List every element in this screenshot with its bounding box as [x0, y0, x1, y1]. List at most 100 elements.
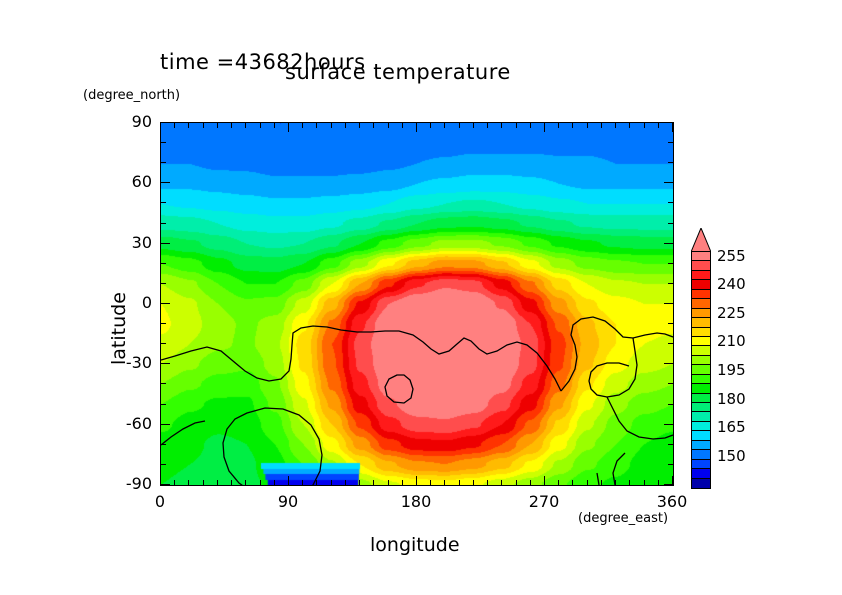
colorbar-tick-label: 180 — [717, 389, 746, 408]
temperature-heatmap — [161, 123, 673, 485]
colorbar-band — [692, 327, 710, 337]
x-tick — [344, 480, 346, 485]
x-tick — [558, 480, 560, 485]
x-tick — [529, 480, 531, 485]
x-tick-top — [444, 123, 446, 128]
x-tick-top — [330, 123, 332, 128]
colorbar-band — [692, 469, 710, 479]
temperature-field — [161, 123, 673, 485]
y-tick-right — [668, 443, 673, 445]
x-tick — [657, 480, 659, 485]
x-tick-top — [416, 123, 417, 132]
x-tick — [458, 480, 460, 485]
colorbar-band — [692, 384, 710, 394]
y-tick — [161, 423, 170, 425]
y-axis-unit-label: (degree_north) — [83, 88, 181, 103]
x-tick — [174, 480, 176, 485]
x-tick-top — [174, 123, 176, 128]
colorbar-band — [692, 261, 710, 271]
x-tick-top — [302, 123, 304, 128]
x-tick — [487, 480, 489, 485]
x-tick-top — [245, 123, 247, 128]
y-tick-right — [668, 202, 673, 204]
x-tick-top — [558, 123, 560, 128]
y-tick-right — [664, 363, 673, 365]
y-tick-right — [668, 142, 673, 144]
colorbar-band — [692, 459, 710, 470]
x-tick-top — [529, 123, 531, 128]
x-tick-top — [544, 123, 545, 132]
colorbar-band — [692, 374, 710, 385]
x-tick — [316, 480, 318, 485]
x-tick — [586, 480, 588, 485]
y-tick — [161, 443, 166, 445]
y-tick — [161, 484, 170, 485]
x-tick — [387, 480, 389, 485]
colorbar-band — [692, 289, 710, 300]
x-tick — [288, 476, 289, 485]
x-tick — [160, 476, 161, 485]
colorbar-band — [692, 412, 710, 422]
colorbar-tick-label: 210 — [717, 332, 746, 351]
x-tick — [629, 480, 631, 485]
y-tick-right — [668, 222, 673, 224]
y-tick-right — [668, 282, 673, 284]
y-tick-right — [668, 162, 673, 164]
y-tick — [161, 463, 166, 465]
x-tick-top — [472, 123, 474, 128]
y-tick-right — [668, 262, 673, 264]
x-tick-top — [373, 123, 375, 128]
x-tick — [416, 476, 417, 485]
x-tick-top — [160, 123, 161, 132]
y-tick-label: 0 — [141, 293, 152, 312]
y-tick-right — [664, 242, 673, 244]
colorbar-tick-label: 255 — [717, 246, 746, 265]
y-tick-label: 60 — [131, 172, 152, 192]
colorbar[interactable] — [691, 251, 711, 489]
y-tick-label: 30 — [131, 232, 152, 252]
colorbar-band — [692, 270, 710, 281]
y-tick — [161, 242, 170, 244]
colorbar-overflow-arrow — [691, 228, 711, 252]
x-tick — [259, 480, 261, 485]
y-tick — [161, 343, 166, 345]
x-tick-top — [515, 123, 517, 128]
x-tick-top — [202, 123, 204, 128]
colorbar-band — [692, 365, 710, 375]
y-tick-right — [668, 343, 673, 345]
y-tick-right — [668, 463, 673, 465]
x-axis-unit-label: (degree_east) — [578, 511, 669, 526]
x-tick — [231, 480, 233, 485]
x-tick-top — [359, 123, 361, 128]
y-tick — [161, 162, 166, 164]
x-tick — [245, 480, 247, 485]
x-tick — [672, 476, 673, 485]
x-axis-title: longitude — [370, 534, 460, 556]
y-tick-right — [668, 383, 673, 385]
x-tick-top — [430, 123, 432, 128]
y-tick-right — [664, 484, 673, 485]
x-tick — [430, 480, 432, 485]
x-tick-top — [672, 123, 673, 132]
x-tick-top — [643, 123, 645, 128]
colorbar-band — [692, 308, 710, 319]
x-tick — [273, 480, 275, 485]
x-tick — [600, 480, 602, 485]
y-tick — [161, 222, 166, 224]
x-tick — [472, 480, 474, 485]
colorbar-tick-label: 240 — [717, 275, 746, 294]
x-tick-top — [629, 123, 631, 128]
colorbar-band — [692, 299, 710, 309]
x-tick-top — [401, 123, 403, 128]
y-tick-label: -60 — [125, 413, 152, 433]
y-tick-right — [664, 122, 673, 123]
x-tick-label: 180 — [400, 492, 432, 511]
x-tick — [544, 476, 545, 485]
x-tick — [643, 480, 645, 485]
colorbar-band — [692, 421, 710, 432]
x-tick-top — [288, 123, 289, 132]
x-tick-top — [387, 123, 389, 128]
colorbar-tick-label: 165 — [717, 418, 746, 437]
y-tick — [161, 122, 170, 123]
colorbar-band — [692, 355, 710, 366]
